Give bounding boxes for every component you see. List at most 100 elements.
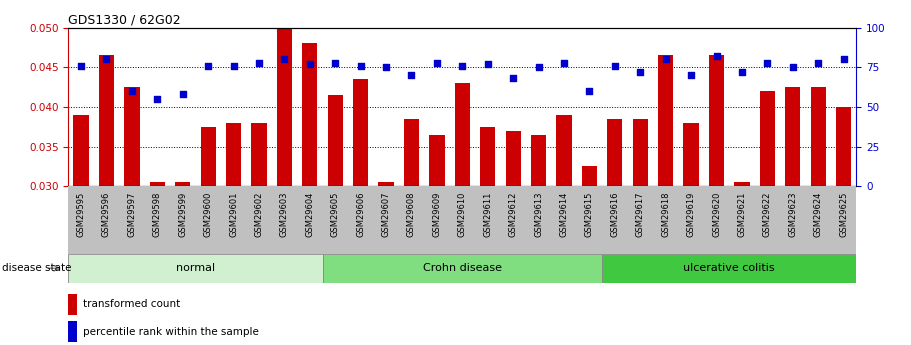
Bar — [302, 43, 317, 345]
Text: GSM29603: GSM29603 — [280, 192, 289, 237]
Point — [430, 60, 445, 65]
Point — [379, 65, 394, 70]
Text: GSM29609: GSM29609 — [433, 192, 442, 237]
Bar — [68, 321, 77, 342]
Point — [760, 60, 774, 65]
Text: GSM29608: GSM29608 — [407, 192, 416, 237]
Bar — [322, 254, 602, 283]
Text: GSM29620: GSM29620 — [712, 192, 721, 237]
Point — [404, 72, 419, 78]
Point — [480, 61, 495, 67]
Bar — [328, 95, 343, 345]
Point — [710, 53, 724, 59]
Text: GDS1330 / 62G02: GDS1330 / 62G02 — [68, 13, 181, 27]
Text: GSM29614: GSM29614 — [559, 192, 568, 237]
Text: GSM29607: GSM29607 — [382, 192, 391, 237]
Point — [99, 57, 114, 62]
Bar — [68, 254, 322, 283]
Bar — [506, 131, 521, 345]
Bar — [531, 135, 547, 345]
Bar — [557, 115, 571, 345]
Point — [176, 91, 190, 97]
Bar — [608, 119, 622, 345]
Bar — [658, 55, 673, 345]
Bar — [68, 294, 77, 315]
Text: GSM29624: GSM29624 — [814, 192, 823, 237]
Point — [328, 60, 343, 65]
Bar — [175, 182, 190, 345]
Text: GSM29613: GSM29613 — [534, 192, 543, 237]
Text: normal: normal — [176, 263, 215, 273]
Text: GSM29616: GSM29616 — [610, 192, 619, 237]
Point — [455, 63, 470, 68]
Text: percentile rank within the sample: percentile rank within the sample — [83, 327, 259, 337]
Text: ulcerative colitis: ulcerative colitis — [683, 263, 775, 273]
Bar — [404, 119, 419, 345]
Point — [684, 72, 699, 78]
Bar — [149, 182, 165, 345]
Text: GSM29610: GSM29610 — [458, 192, 466, 237]
Bar — [760, 91, 775, 345]
Bar — [429, 135, 445, 345]
Point — [659, 57, 673, 62]
Point — [557, 60, 571, 65]
Bar — [74, 115, 88, 345]
Text: GSM29625: GSM29625 — [839, 192, 848, 237]
Bar — [277, 28, 292, 345]
Point — [582, 88, 597, 94]
Bar — [582, 166, 597, 345]
Point — [608, 63, 622, 68]
Bar — [124, 87, 139, 345]
Text: Crohn disease: Crohn disease — [423, 263, 502, 273]
Bar — [811, 87, 826, 345]
Point — [302, 61, 317, 67]
Text: disease state: disease state — [2, 263, 71, 273]
Bar — [836, 107, 851, 345]
Text: GSM29595: GSM29595 — [77, 192, 86, 237]
Point — [836, 57, 851, 62]
Text: transformed count: transformed count — [83, 299, 179, 309]
Text: GSM29599: GSM29599 — [179, 192, 188, 237]
Text: GSM29611: GSM29611 — [483, 192, 492, 237]
Bar — [353, 79, 368, 345]
Point — [811, 60, 825, 65]
Text: GSM29621: GSM29621 — [737, 192, 746, 237]
Bar — [378, 182, 394, 345]
Bar — [98, 55, 114, 345]
Text: GSM29619: GSM29619 — [687, 192, 696, 237]
Point — [785, 65, 800, 70]
Bar — [632, 119, 648, 345]
Point — [74, 63, 88, 68]
Point — [734, 69, 749, 75]
Point — [125, 88, 139, 94]
Point — [531, 65, 546, 70]
Text: GSM29615: GSM29615 — [585, 192, 594, 237]
Bar — [226, 123, 241, 345]
Bar — [602, 254, 856, 283]
Point — [633, 69, 648, 75]
Point — [277, 57, 292, 62]
Text: GSM29618: GSM29618 — [661, 192, 670, 237]
Text: GSM29596: GSM29596 — [102, 192, 111, 237]
Point — [150, 96, 165, 102]
Text: GSM29606: GSM29606 — [356, 192, 365, 237]
Bar — [455, 83, 470, 345]
Text: GSM29617: GSM29617 — [636, 192, 645, 237]
Bar — [785, 87, 801, 345]
Bar — [734, 182, 750, 345]
Bar — [683, 123, 699, 345]
Point — [226, 63, 241, 68]
Text: GSM29600: GSM29600 — [204, 192, 212, 237]
Point — [353, 63, 368, 68]
Point — [200, 63, 215, 68]
Text: GSM29604: GSM29604 — [305, 192, 314, 237]
Bar — [480, 127, 496, 345]
Point — [251, 60, 266, 65]
Text: GSM29605: GSM29605 — [331, 192, 340, 237]
Point — [506, 76, 520, 81]
Text: GSM29622: GSM29622 — [763, 192, 772, 237]
Bar — [709, 55, 724, 345]
Bar — [200, 127, 216, 345]
Text: GSM29612: GSM29612 — [508, 192, 517, 237]
Text: GSM29601: GSM29601 — [229, 192, 238, 237]
